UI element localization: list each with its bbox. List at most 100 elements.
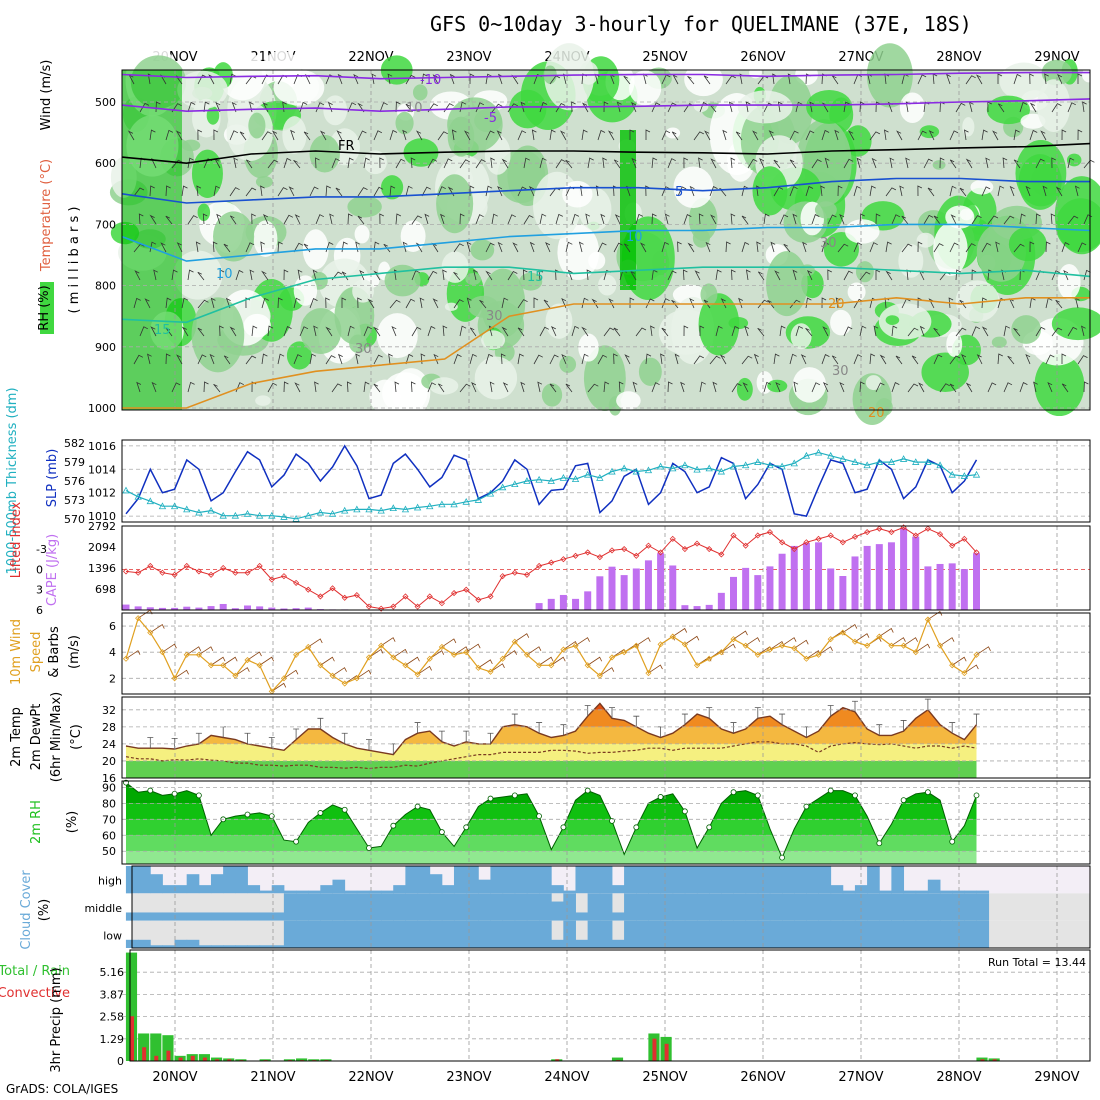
wind-barb [136,381,142,393]
wind-barb [402,129,408,141]
wind-barb [294,214,301,225]
li-tick-label: 0 [36,563,43,576]
lifted-index-point [487,593,494,600]
rh2m-panel: 50 60 70 80 90 [102,779,1090,864]
cloud-cover-bar [368,920,382,948]
wind-barb [356,669,372,679]
wind-barb [187,157,194,169]
wind-barb [997,73,1003,84]
wind-speed-point [548,662,555,669]
wind-barb [763,213,770,225]
cloud-cover-bar [296,920,309,948]
wind-barb [965,75,976,85]
cloud-cover-bar [976,890,990,894]
cloud-cover-bar [381,893,394,921]
wind-barb [485,270,493,281]
wind-barb [603,101,609,113]
wind-barb [325,326,333,337]
wind-barb [437,131,448,141]
wind-barb [222,656,238,666]
wind-speed-point [693,662,701,669]
wind-barb [424,213,430,225]
thickness-point [462,497,470,505]
wind-barb [561,353,567,365]
rh-point [147,787,154,794]
cape-bar [875,544,883,610]
thickness-point [207,506,215,514]
lifted-index-point [669,535,676,542]
wind-barb [789,186,798,197]
wind-barb [917,185,923,197]
wind-barb [789,130,799,141]
wind-barb [805,130,815,141]
wind-barb [773,159,781,169]
cape-bar [304,607,312,610]
wind-barb [591,298,599,309]
wind-barb [347,325,355,337]
thickness-point [195,508,203,516]
wind-barb [539,326,549,337]
thickness-point [875,458,883,465]
wind-barb [229,187,240,197]
wind-barb [703,299,711,309]
wind-speed-point [803,655,810,662]
wind-barb [793,381,799,393]
wind-barb [891,382,900,393]
cloud-cover-bar [490,920,504,948]
wind-barb [388,353,393,365]
wind-barb [981,186,991,197]
wind-barb [578,241,584,253]
wind-barb [138,213,144,225]
cloud-cover-bar [599,866,613,894]
max-temp-whisker [827,705,834,717]
wind-barb [731,325,740,337]
rh-point [293,838,300,845]
lifted-index-point [961,535,968,542]
wind-barb [667,381,673,393]
isotherm-line [121,177,1090,204]
thickness-point [681,461,689,469]
wind-barb [229,326,237,337]
cloud-cover-bar [575,939,589,948]
cape-bar [839,576,847,610]
wind-barb [283,326,292,337]
cloud-cover-bar [417,920,431,948]
wind-barb [235,667,250,677]
wind-barb [1019,382,1028,393]
cape-bar [912,536,920,610]
wind-barb [875,101,881,113]
wind-barb [703,75,711,85]
cloud-cover-bar [660,893,674,921]
rh-band [126,835,977,852]
rh-point [584,787,591,794]
wind-barb [949,185,957,197]
wind-barb [759,158,765,169]
cloud-cover-bar [429,920,443,948]
wind-barb [839,213,845,225]
wind-barb [197,299,209,309]
wind-speed-point [414,671,421,678]
wind-barb [175,130,183,141]
rh-region [898,244,924,278]
wind-barb [789,299,801,309]
cloud-cover-bar [636,866,649,894]
wind-barb [453,271,461,281]
wind-barb [213,129,219,141]
lifted-index-point [936,531,944,538]
contour-label: 30 [355,342,372,357]
wind-barb [539,157,547,169]
cloud-cover-bar [867,920,880,948]
wind-barb [149,129,156,141]
wind-barb [261,353,268,365]
cloud-cover-bar [636,893,649,921]
wind-barb [684,635,700,645]
cloud-cover-bar [636,920,649,948]
contour-label: 20 [868,406,885,421]
rh-region [213,211,255,262]
rh-region [293,275,318,306]
wind-speed-point [122,655,130,662]
wind-barb [329,213,334,225]
wind-barb [176,354,183,365]
max-temp-whisker [633,715,640,727]
wind-barb [632,381,638,393]
